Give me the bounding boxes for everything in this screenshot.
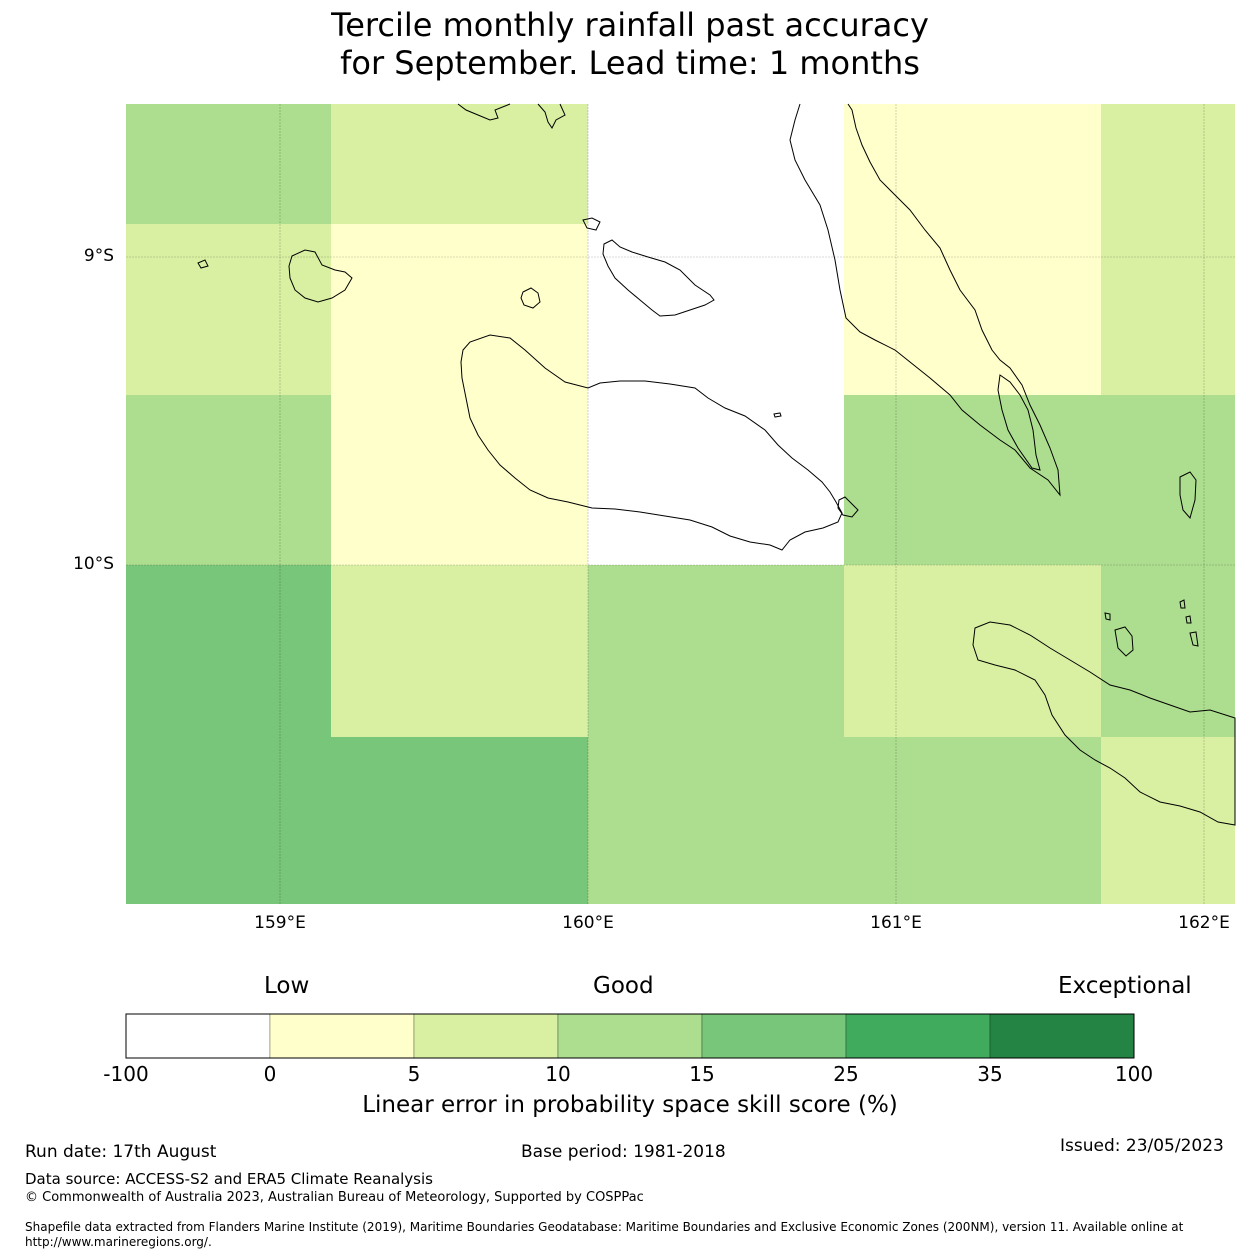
colorbar-label-exceptional: Exceptional xyxy=(1058,973,1192,999)
grid-cell xyxy=(331,737,588,904)
small-islet-1 xyxy=(197,259,209,269)
colorbar-swatch xyxy=(845,1013,991,1059)
florida-islands-coastline xyxy=(602,239,715,317)
colorbar-boxes xyxy=(125,1013,1135,1059)
map-title: Tercile monthly rainfall past accuracy f… xyxy=(0,6,1260,82)
new-georgia-fragment xyxy=(457,103,511,121)
islet-east-6 xyxy=(1104,612,1111,621)
small-islet-4 xyxy=(837,496,859,518)
colorbar-swatch xyxy=(125,1013,271,1059)
data-source: Data source: ACCESS-S2 and ERA5 Climate … xyxy=(25,1170,433,1188)
grid-cell xyxy=(126,224,331,395)
grid-cell xyxy=(844,224,1101,395)
colorbar-tick-label: -100 xyxy=(103,1062,149,1086)
colorbar-tick-label: 35 xyxy=(977,1062,1003,1086)
grid-cell xyxy=(588,737,844,904)
graticule xyxy=(126,104,1235,904)
islet-east-4 xyxy=(1185,615,1192,624)
colorbar-outline xyxy=(125,1013,1135,1059)
small-islet-2 xyxy=(582,217,601,231)
malaita-coastline xyxy=(789,103,1061,497)
run-date: Run date: 17th August xyxy=(25,1142,217,1162)
grid-cell xyxy=(126,565,331,737)
colorbar-tick-label: 0 xyxy=(263,1062,277,1086)
colorbar-swatch xyxy=(269,1013,415,1059)
grid-cell xyxy=(588,395,844,565)
coastlines xyxy=(197,103,1236,826)
grid-cell xyxy=(126,104,331,224)
grid-cell xyxy=(588,104,844,224)
colorbar-label-low: Low xyxy=(264,973,310,999)
shapefile-credit-line-1: Shapefile data extracted from Flanders M… xyxy=(25,1220,1184,1234)
islet-east-5 xyxy=(1189,631,1199,647)
grid-cell xyxy=(588,565,844,737)
colorbar-title: Linear error in probability space skill … xyxy=(362,1092,898,1118)
grid-cell xyxy=(1101,565,1235,737)
grid-cell xyxy=(844,565,1101,737)
makira-coastline xyxy=(972,621,1236,826)
colorbar-label-good: Good xyxy=(593,973,654,999)
skill-grid xyxy=(126,104,1235,904)
grid-cell xyxy=(1101,224,1235,395)
grid-cell xyxy=(1101,104,1235,224)
grid-cell xyxy=(844,737,1101,904)
shapefile-credit-line-2: http://www.marineregions.org/. xyxy=(25,1235,212,1249)
grid-cell xyxy=(1101,395,1235,565)
lon-label-160e: 160°E xyxy=(562,913,614,933)
lat-label-10s: 10°S xyxy=(73,554,114,574)
lon-label-161e: 161°E xyxy=(870,913,922,933)
grid-cell xyxy=(126,737,331,904)
lon-label-162e: 162°E xyxy=(1178,913,1230,933)
colorbar-tick-label: 5 xyxy=(407,1062,421,1086)
title-line-1: Tercile monthly rainfall past accuracy xyxy=(331,6,929,44)
colorbar-swatch xyxy=(989,1013,1135,1059)
title-line-2: for September. Lead time: 1 months xyxy=(340,44,920,82)
small-islet-3 xyxy=(773,412,782,418)
islet-east-1 xyxy=(1179,471,1197,520)
colorbar-swatch xyxy=(557,1013,703,1059)
colorbar-swatch xyxy=(413,1013,559,1059)
colorbar-tick-label: 100 xyxy=(1114,1062,1154,1086)
savo-island-coastline xyxy=(520,287,541,309)
islet-east-2 xyxy=(1114,626,1134,657)
colorbar-tick-label: 15 xyxy=(689,1062,715,1086)
grid-cell xyxy=(331,104,588,224)
colorbar-swatch xyxy=(701,1013,847,1059)
lon-label-159e: 159°E xyxy=(254,913,306,933)
grid-cell xyxy=(844,104,1101,224)
colorbar-tick-label: 10 xyxy=(545,1062,571,1086)
colorbar-tick-label: 25 xyxy=(833,1062,859,1086)
copyright: © Commonwealth of Australia 2023, Austra… xyxy=(25,1190,644,1205)
grid-cell xyxy=(331,565,588,737)
grid-cell xyxy=(331,395,588,565)
grid-cell xyxy=(126,395,331,565)
small-malaita-coastline xyxy=(997,374,1041,471)
guadalcanal-coastline xyxy=(460,334,843,551)
grid-cell xyxy=(844,395,1101,565)
islet-east-3 xyxy=(1179,599,1186,609)
fragment-2 xyxy=(537,103,566,129)
grid-cell xyxy=(331,224,588,395)
russell-islands-coastline xyxy=(288,249,353,303)
base-period: Base period: 1981-2018 xyxy=(521,1142,726,1162)
lat-label-9s: 9°S xyxy=(83,246,114,266)
issued-date: Issued: 23/05/2023 xyxy=(1060,1136,1224,1156)
grid-cell xyxy=(1101,737,1235,904)
grid-cell xyxy=(588,224,844,395)
